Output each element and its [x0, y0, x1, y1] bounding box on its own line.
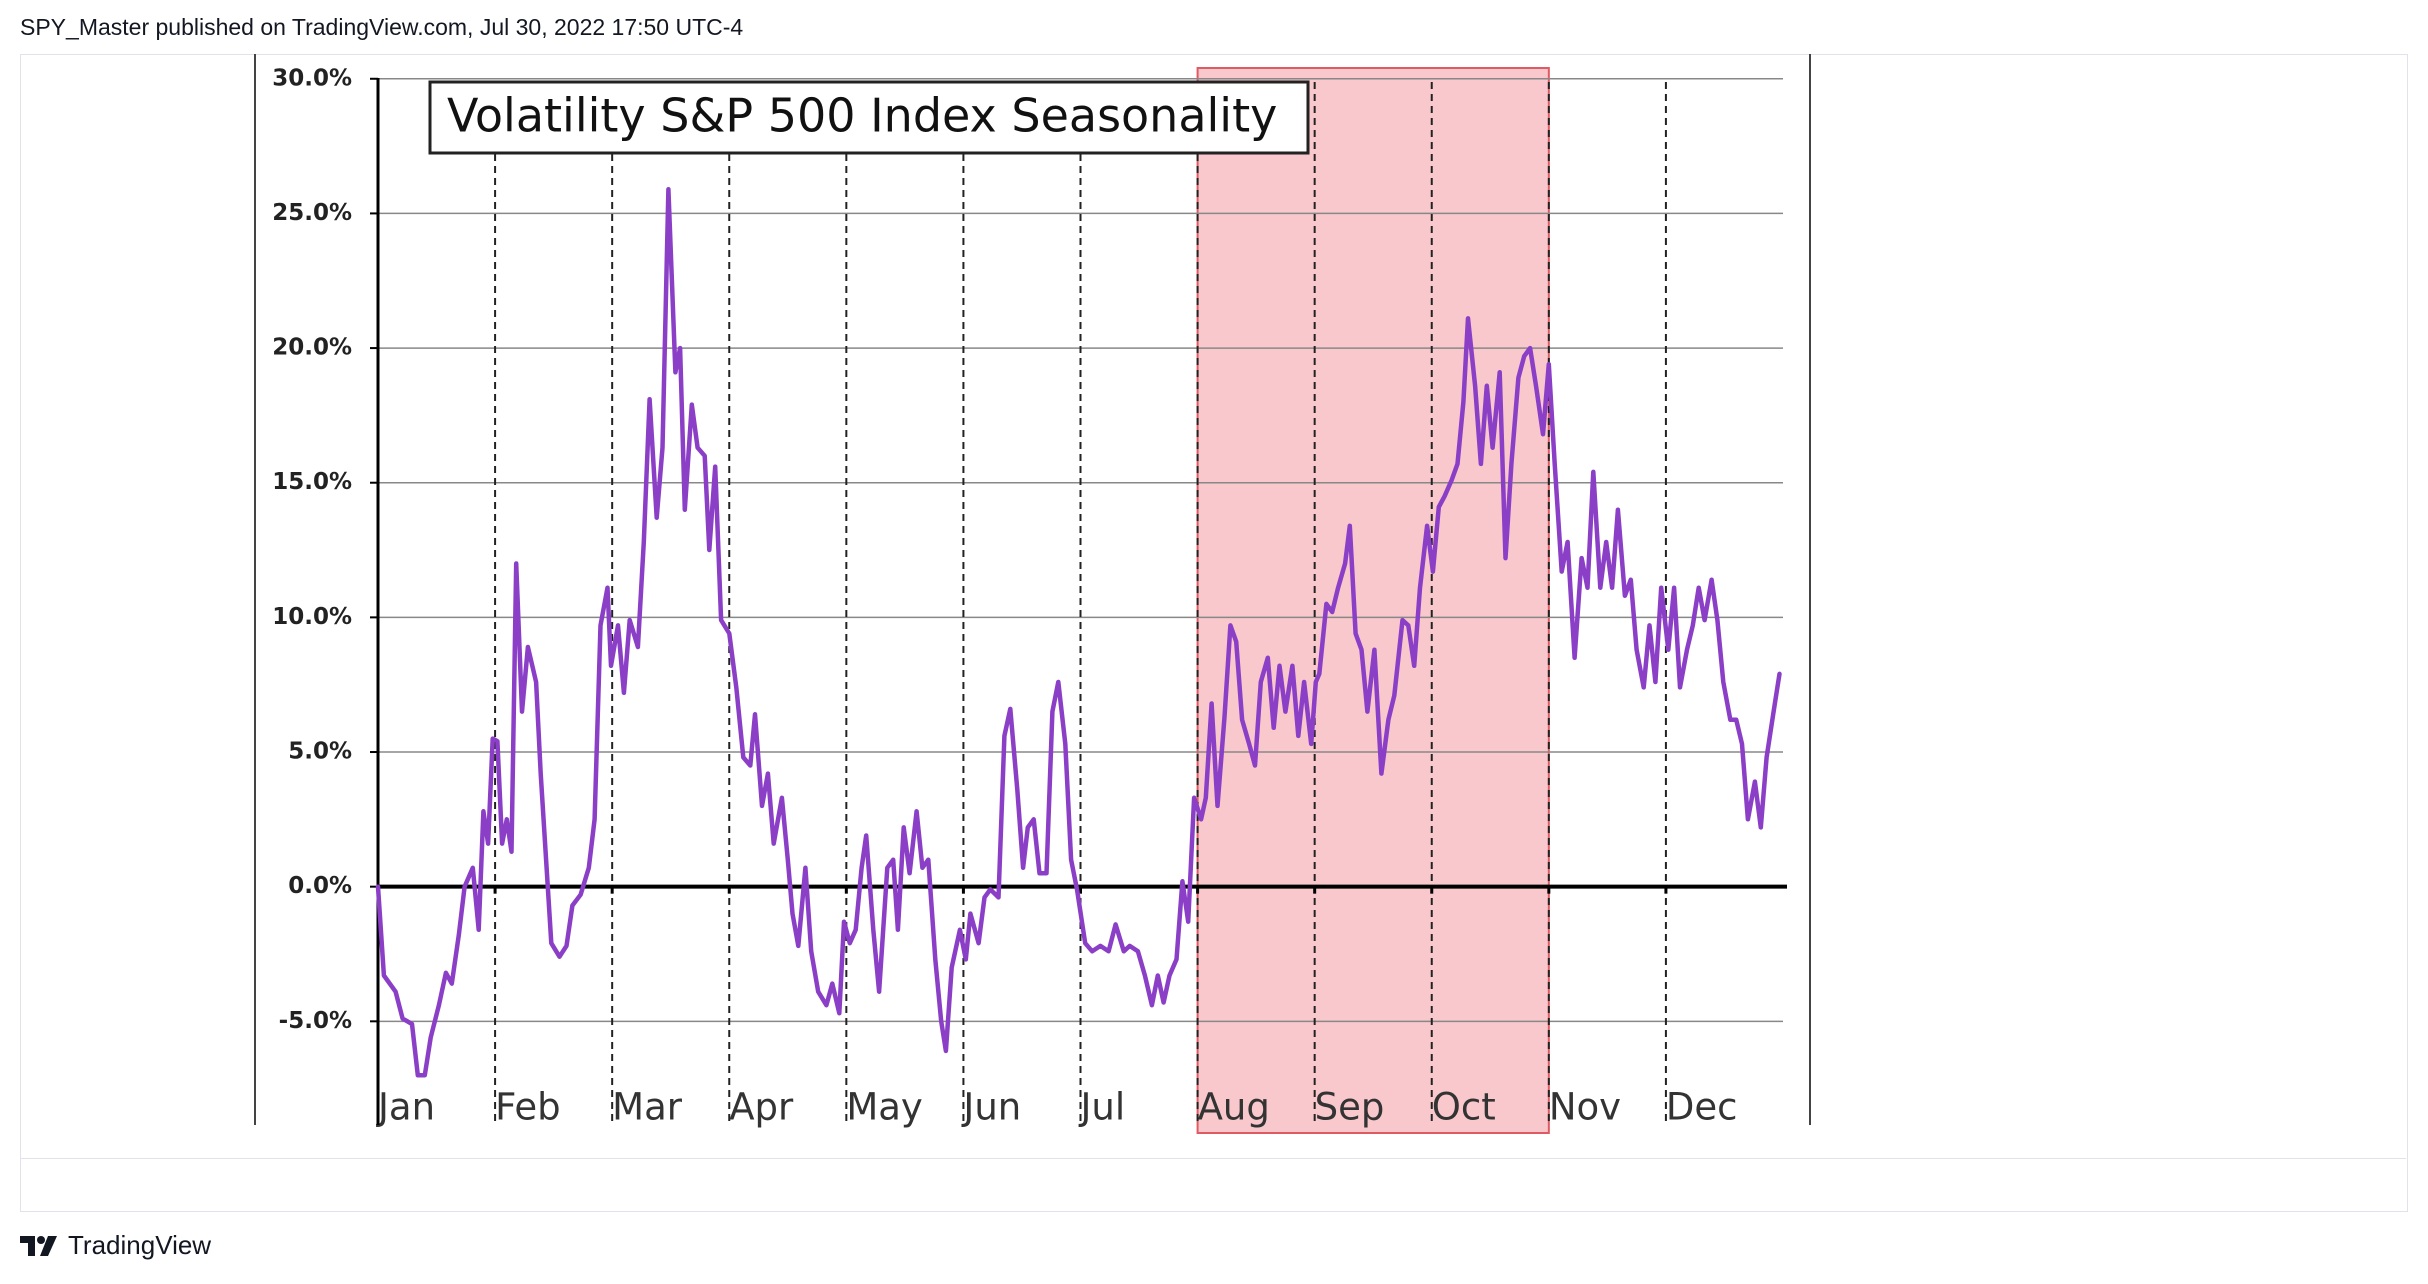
title-box	[428, 80, 1310, 155]
x-tick-label: Jan	[376, 1086, 435, 1129]
x-tick-label: Jul	[1079, 1086, 1126, 1129]
x-tick-label: Dec	[1666, 1086, 1738, 1129]
y-tick-label: 10.0%	[272, 604, 352, 630]
data-line	[375, 186, 1782, 1078]
x-tick-label: Oct	[1432, 1086, 1496, 1129]
x-tick-label: Sep	[1315, 1086, 1385, 1129]
x-tick-label: Feb	[495, 1086, 561, 1129]
y-tick-label: 30.0%	[272, 65, 352, 91]
y-tick-label: -5.0%	[279, 1008, 352, 1034]
x-tick-label: Nov	[1549, 1086, 1621, 1129]
y-tick-label: 15.0%	[272, 469, 352, 495]
card	[20, 54, 2408, 1212]
y-tick-label: 20.0%	[272, 335, 352, 361]
chart: -5.0% 0.0% 5.0% 10.0% 15.0% 20.0% 25.0% 30.0% Ja…	[254, 54, 1811, 1134]
main-layer	[375, 186, 1782, 1078]
background-layer: -5.0% 0.0% 5.0% 10.0% 15.0% 20.0% 25.0% 30.0% Ja…	[272, 65, 1787, 1134]
brand: TradingView	[20, 1230, 211, 1261]
x-tick-label: Aug	[1198, 1086, 1270, 1129]
highlight-band	[1196, 67, 1550, 1134]
x-tick-label: Jun	[961, 1086, 1021, 1129]
chart-title: Volatility S&P 500 Index Seasonality	[447, 89, 1277, 143]
brand-logo	[20, 1235, 57, 1256]
x-tick-label: Apr	[729, 1086, 794, 1129]
y-tick-label: 0.0%	[288, 873, 352, 899]
byline: SPY_Master published on TradingView.com,…	[20, 14, 744, 40]
x-tick-label: Mar	[612, 1086, 683, 1129]
strip	[20, 1158, 2406, 1211]
y-tick-label: 5.0%	[288, 739, 352, 765]
brand-name: TradingView	[68, 1230, 212, 1260]
x-tick-label: May	[846, 1086, 923, 1129]
y-tick-label: 25.0%	[272, 200, 352, 226]
